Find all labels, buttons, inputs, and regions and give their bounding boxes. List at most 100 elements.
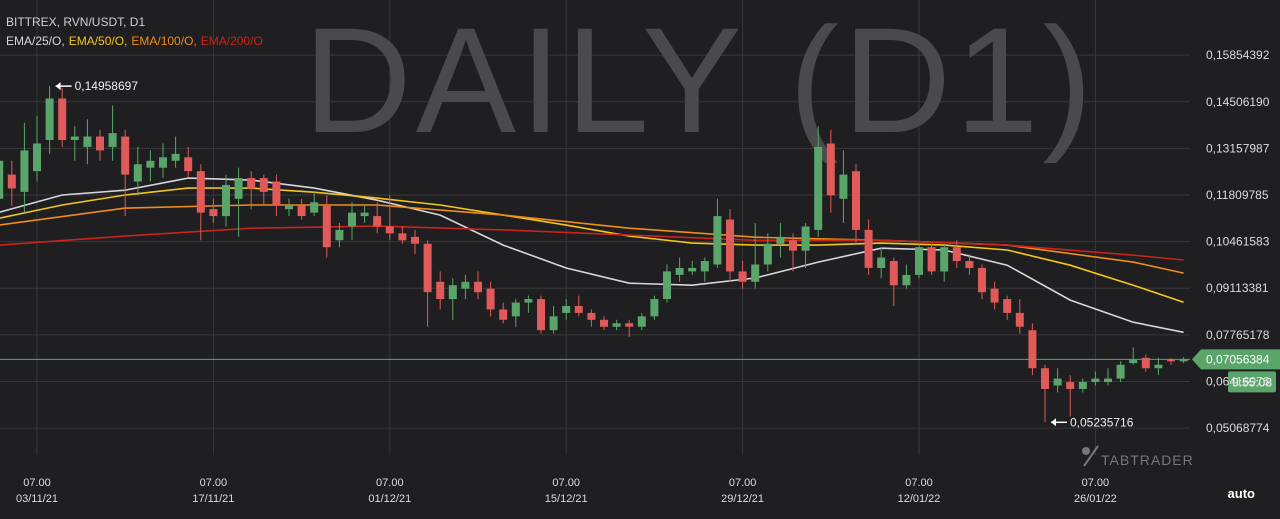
overlay: 0,14958697 0,05235716 0,07056384 9:55:08 — [0, 79, 1280, 429]
candle-body — [915, 247, 923, 275]
candle-body — [889, 261, 898, 286]
candle-body — [436, 281, 445, 300]
candle-body — [58, 98, 67, 141]
candle-body — [1179, 359, 1188, 362]
y-tick-label: 0,05068774 — [1206, 421, 1270, 435]
candle-body — [171, 153, 180, 161]
candle-body — [650, 299, 659, 317]
candle-body — [385, 226, 394, 234]
candle-body — [726, 219, 734, 272]
candle-body — [423, 243, 432, 293]
candle-body — [700, 261, 709, 272]
x-tick-label: 03/11/21 — [16, 493, 58, 505]
legend-entry: EMA/100/O, — [131, 34, 196, 48]
candle-body — [965, 261, 974, 268]
candle-body — [927, 247, 936, 272]
candle-body — [146, 160, 155, 168]
candle-body — [1041, 368, 1049, 389]
candle-body — [978, 267, 986, 293]
candle-body — [474, 281, 482, 293]
candle-body — [713, 216, 722, 265]
candle-body — [511, 302, 520, 317]
candle-body — [738, 271, 747, 282]
last-price-tag — [1192, 349, 1280, 370]
candle-body — [600, 319, 608, 327]
candle-body — [826, 143, 835, 196]
x-tick-label: 07.00 — [552, 477, 580, 489]
candle-body — [612, 323, 621, 327]
logo-text: TABTRADER — [1101, 452, 1194, 468]
candle-body — [675, 267, 684, 275]
last-price-label: 0,07056384 — [1206, 352, 1270, 366]
candle-body — [637, 316, 646, 327]
candle-body — [625, 323, 634, 327]
candle-body — [1003, 299, 1012, 313]
candle-body — [562, 305, 571, 313]
candle-body — [209, 209, 218, 217]
marker-label: 0,05235716 — [1070, 415, 1134, 429]
candle-body — [537, 299, 545, 331]
candle-body — [335, 229, 344, 241]
candle-body — [133, 164, 142, 182]
candle-body — [297, 205, 306, 217]
candle-body — [360, 212, 369, 217]
logo: TABTRADER — [1082, 445, 1194, 468]
candle-body — [1154, 364, 1163, 369]
candle-body — [1015, 312, 1024, 327]
candle-body — [688, 267, 697, 272]
candle-body — [499, 309, 508, 320]
candle-body — [1104, 378, 1112, 383]
legend-entry: EMA/50/O, — [69, 34, 128, 48]
logo-icon — [1082, 447, 1090, 455]
countdown-box — [1228, 371, 1276, 393]
candle-body — [990, 288, 999, 303]
y-tick-label: 0,14506190 — [1206, 95, 1270, 109]
candle-body — [902, 274, 911, 286]
y-tick-label: 0,10461583 — [1206, 235, 1270, 249]
x-tick-label: 15/12/21 — [545, 493, 588, 505]
ema-line — [0, 225, 1184, 261]
x-tick-label: 07.00 — [905, 477, 933, 489]
candle-body — [0, 160, 4, 199]
candle-body — [45, 98, 54, 141]
candle-body — [108, 133, 117, 147]
candle-body — [1141, 357, 1150, 369]
candle-body — [663, 271, 671, 300]
candle-body — [877, 257, 886, 268]
candle-body — [7, 174, 16, 189]
candle-body — [411, 236, 419, 244]
candle-body — [1167, 359, 1175, 362]
candle-body — [310, 202, 319, 213]
candle-body — [373, 216, 382, 227]
y-tick-label: 0,09113381 — [1206, 281, 1269, 295]
legend-entry: EMA/25/O, — [6, 34, 65, 48]
y-tick-label: 0,13157987 — [1206, 141, 1270, 155]
y-tick-label: 0,15854392 — [1206, 48, 1270, 62]
chart-title: BITTREX, RVN/USDT, D1 — [6, 15, 145, 29]
logo-icon — [1083, 445, 1099, 467]
scale-mode[interactable]: auto — [1228, 486, 1256, 501]
x-tick-label: 12/01/22 — [898, 493, 941, 505]
candle-body — [486, 288, 495, 310]
candle-body — [952, 247, 961, 262]
candle-body — [839, 174, 848, 199]
candle-body — [801, 226, 810, 251]
ema-line — [0, 204, 1184, 274]
x-tick-label: 07.00 — [1082, 477, 1110, 489]
candle-body — [222, 184, 230, 217]
candle-body — [83, 136, 92, 147]
candle-body — [1028, 330, 1037, 369]
x-tick-label: 07.00 — [23, 477, 51, 489]
candle-body — [776, 236, 785, 244]
candle-body — [196, 171, 205, 213]
candle-body — [234, 178, 243, 199]
candle-body — [763, 243, 772, 265]
candle-body — [461, 281, 470, 289]
marker-arrow — [1051, 418, 1056, 427]
candle-body — [259, 178, 268, 192]
candle-body — [852, 171, 860, 230]
candle-body — [398, 233, 407, 241]
grid — [0, 0, 1190, 455]
